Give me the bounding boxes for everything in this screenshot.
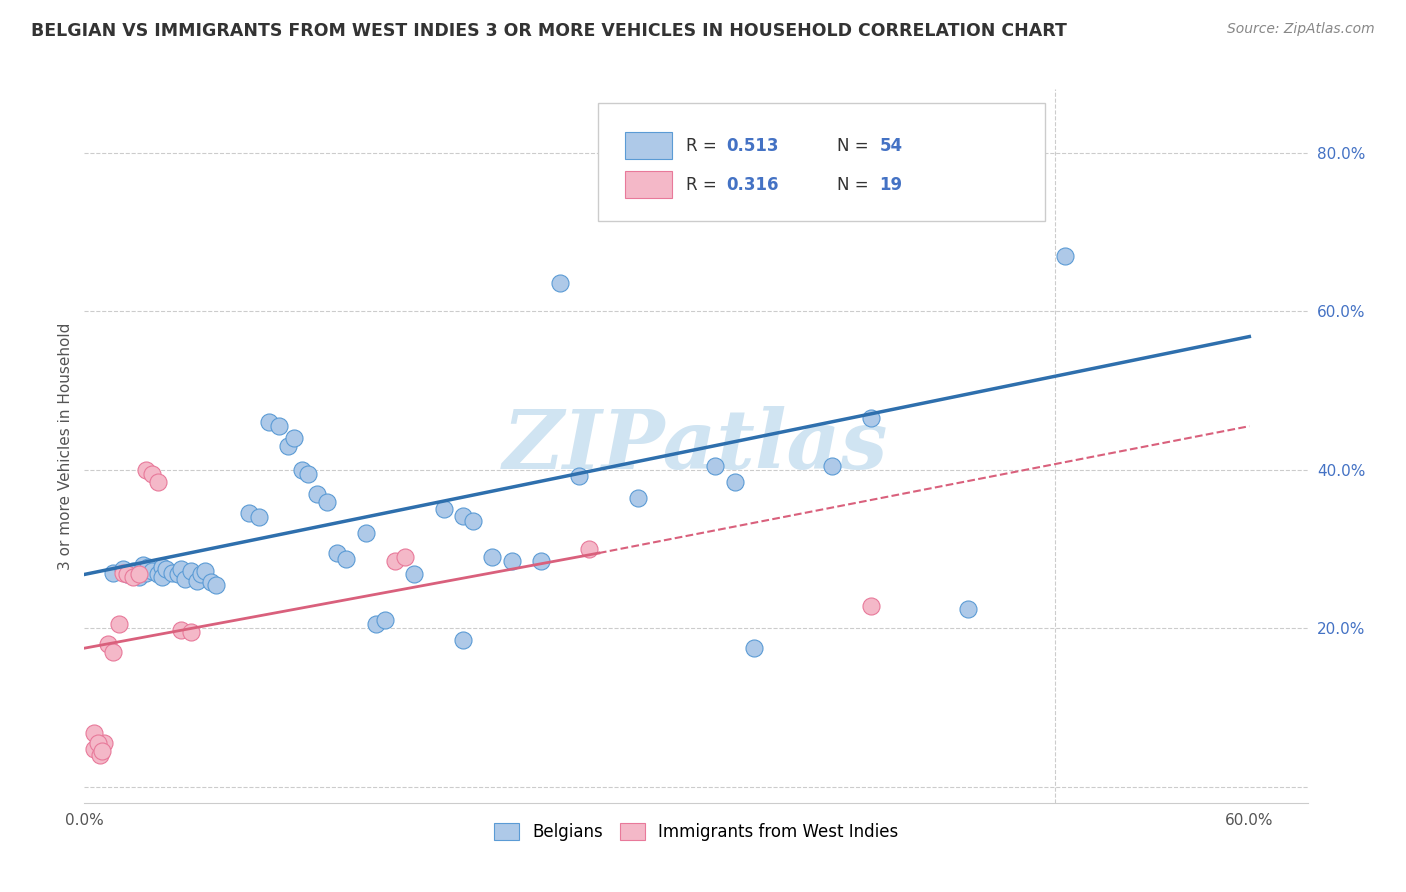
- Point: [530, 554, 553, 568]
- Point: [481, 549, 503, 564]
- Point: [307, 486, 329, 500]
- Point: [131, 558, 153, 572]
- Text: Source: ZipAtlas.com: Source: ZipAtlas.com: [1227, 22, 1375, 37]
- Point: [267, 419, 290, 434]
- Point: [180, 564, 202, 578]
- Point: [87, 736, 110, 750]
- Point: [724, 475, 747, 489]
- Text: R =: R =: [686, 176, 723, 194]
- Point: [316, 494, 339, 508]
- Point: [956, 601, 979, 615]
- Point: [326, 546, 349, 560]
- Point: [112, 566, 135, 580]
- Point: [97, 637, 120, 651]
- Point: [103, 566, 125, 580]
- Legend: Belgians, Immigrants from West Indies: Belgians, Immigrants from West Indies: [486, 816, 905, 848]
- Point: [821, 458, 844, 473]
- FancyBboxPatch shape: [598, 103, 1045, 221]
- Point: [742, 641, 765, 656]
- Point: [89, 748, 111, 763]
- Point: [859, 411, 882, 425]
- FancyBboxPatch shape: [626, 171, 672, 198]
- Point: [283, 431, 305, 445]
- Text: R =: R =: [686, 136, 723, 154]
- Point: [354, 526, 377, 541]
- Point: [205, 578, 228, 592]
- Point: [128, 570, 150, 584]
- Point: [578, 542, 600, 557]
- Text: N =: N =: [837, 176, 873, 194]
- Point: [297, 467, 319, 481]
- Point: [859, 599, 882, 614]
- Point: [180, 625, 202, 640]
- Point: [451, 633, 474, 648]
- Point: [335, 551, 357, 566]
- Text: 0.513: 0.513: [727, 136, 779, 154]
- Point: [90, 744, 112, 758]
- Point: [166, 567, 188, 582]
- Point: [83, 726, 105, 740]
- Point: [277, 439, 299, 453]
- Point: [115, 567, 138, 582]
- Point: [627, 491, 650, 505]
- Point: [93, 736, 115, 750]
- Text: N =: N =: [837, 136, 873, 154]
- Point: [404, 567, 426, 582]
- Point: [384, 554, 406, 568]
- Point: [150, 570, 173, 584]
- Point: [170, 562, 193, 576]
- Point: [160, 566, 183, 580]
- FancyBboxPatch shape: [626, 132, 672, 159]
- Point: [190, 567, 212, 582]
- Point: [146, 475, 169, 489]
- Point: [115, 567, 138, 582]
- Point: [704, 458, 727, 473]
- Point: [122, 570, 145, 584]
- Point: [186, 574, 208, 588]
- Point: [174, 572, 197, 586]
- Point: [170, 623, 193, 637]
- Point: [364, 617, 387, 632]
- Point: [146, 567, 169, 582]
- Point: [257, 415, 280, 429]
- Point: [247, 510, 270, 524]
- Text: BELGIAN VS IMMIGRANTS FROM WEST INDIES 3 OR MORE VEHICLES IN HOUSEHOLD CORRELATI: BELGIAN VS IMMIGRANTS FROM WEST INDIES 3…: [31, 22, 1067, 40]
- Text: 0.316: 0.316: [727, 176, 779, 194]
- Text: ZIPatlas: ZIPatlas: [503, 406, 889, 486]
- Point: [141, 467, 163, 481]
- Point: [122, 564, 145, 578]
- Point: [150, 559, 173, 574]
- Point: [103, 645, 125, 659]
- Point: [501, 554, 523, 568]
- Y-axis label: 3 or more Vehicles in Household: 3 or more Vehicles in Household: [58, 322, 73, 570]
- Point: [128, 567, 150, 582]
- Text: 54: 54: [880, 136, 903, 154]
- Point: [200, 575, 222, 590]
- Point: [112, 562, 135, 576]
- Point: [394, 549, 416, 564]
- Point: [568, 469, 591, 483]
- Point: [291, 463, 314, 477]
- Point: [238, 507, 260, 521]
- Point: [108, 617, 131, 632]
- Point: [374, 614, 396, 628]
- Point: [135, 566, 157, 580]
- Text: 19: 19: [880, 176, 903, 194]
- Point: [141, 564, 163, 578]
- Point: [138, 559, 160, 574]
- Point: [432, 502, 454, 516]
- Point: [135, 463, 157, 477]
- Point: [451, 508, 474, 523]
- Point: [155, 562, 177, 576]
- Point: [461, 514, 484, 528]
- Point: [548, 277, 571, 291]
- Point: [194, 564, 217, 578]
- Point: [1053, 249, 1076, 263]
- Point: [83, 742, 105, 756]
